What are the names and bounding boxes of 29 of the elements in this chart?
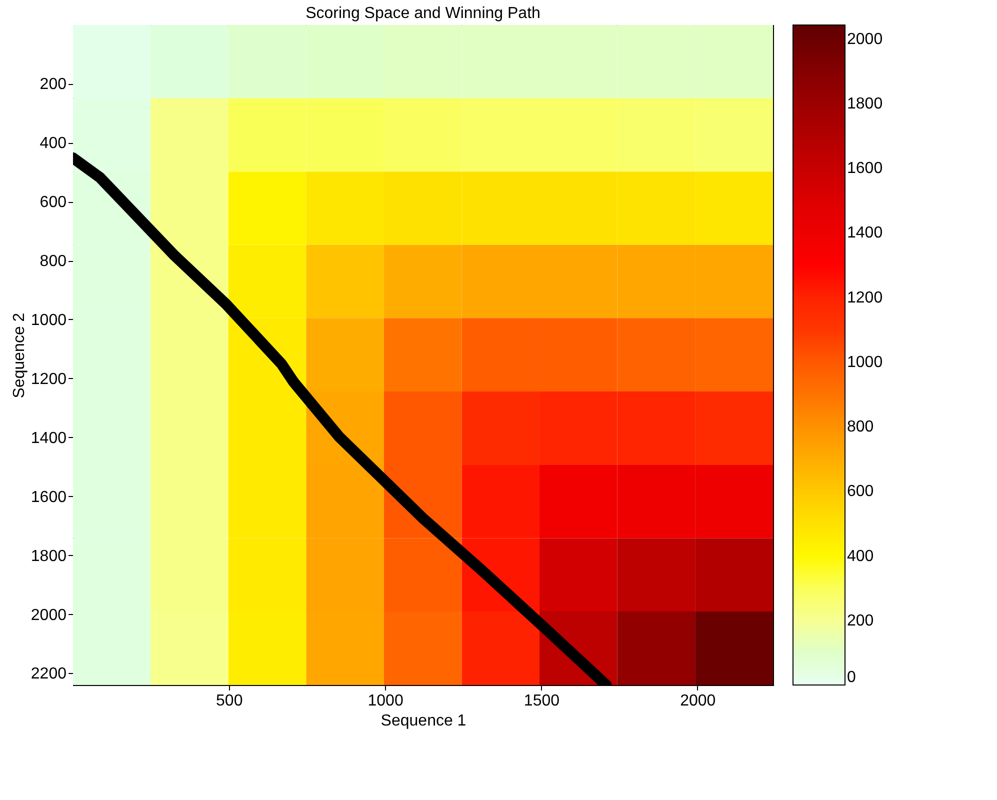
y-tick-label: 1400	[30, 430, 67, 447]
x-tick-label: 500	[216, 692, 243, 710]
color-bar-label: 600	[847, 483, 874, 500]
x-axis-title: Sequence 1	[380, 712, 466, 730]
color-bar-label: 1000	[847, 354, 883, 371]
y-tick-label: 2000	[30, 606, 67, 624]
y-axis-title: Sequence 2	[10, 312, 28, 398]
x-tick-label: 2000	[680, 692, 716, 710]
chart-title: Scoring Space and Winning Path	[306, 5, 540, 22]
color-bar-label: 0	[847, 669, 856, 686]
y-tick-label: 1600	[30, 488, 67, 506]
color-bar-label: 400	[847, 548, 874, 565]
color-bar-label: 2000	[847, 30, 883, 48]
y-tick-label: 1200	[30, 370, 67, 388]
x-tick-label: 1500	[524, 692, 560, 710]
color-bar-label: 1400	[847, 224, 883, 242]
color-bar-label: 1800	[847, 96, 883, 112]
y-tick-label: 2200	[30, 666, 67, 683]
y-tick-label: 1000	[30, 312, 67, 329]
color-bar-label: 800	[847, 418, 874, 436]
y-tick-label: 200	[40, 76, 67, 94]
x-tick-label: 1000	[368, 692, 404, 710]
color-bar-label: 200	[847, 612, 874, 630]
color-bar-label: 1600	[847, 160, 883, 178]
y-tick-label: 600	[40, 194, 67, 212]
y-tick-label: 800	[40, 253, 67, 270]
y-tick-label: 400	[40, 135, 67, 152]
y-tick-label: 1800	[30, 548, 67, 565]
color-bar-label: 1200	[847, 289, 883, 306]
